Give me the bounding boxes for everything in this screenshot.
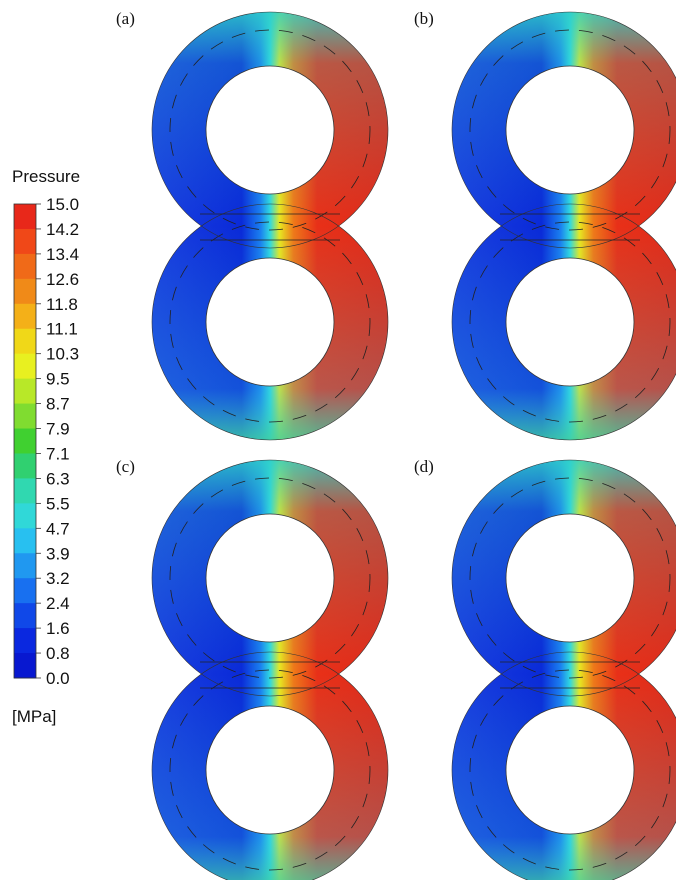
colorbar: 15.0 14.2 13.4 12.6 11.8 11.1 10.3 9.5 8.7 7.9 7.1… [14, 195, 79, 688]
contour-d [452, 460, 676, 880]
colorbar-tick-label: 10.3 [46, 345, 79, 364]
colorbar-tick-label: 14.2 [46, 220, 79, 239]
colorbar-tick-label: 3.9 [46, 544, 70, 563]
colorbar-segment [14, 553, 36, 578]
panel-label: (c) [116, 457, 135, 476]
colorbar-tick-label: 8.7 [46, 395, 70, 414]
colorbar-segment [14, 528, 36, 553]
colorbar-tick-label: 3.2 [46, 569, 70, 588]
colorbar-segment [14, 204, 36, 229]
colorbar-segment [14, 404, 36, 429]
colorbar-tick-label: 11.8 [46, 295, 78, 314]
colorbar-segment [14, 379, 36, 404]
colorbar-segment [14, 354, 36, 379]
colorbar-tick-label: 9.5 [46, 370, 70, 389]
colorbar-tick-label: 7.9 [46, 420, 70, 439]
colorbar-segment [14, 453, 36, 478]
panel-label: (a) [116, 9, 135, 28]
colorbar-segment [14, 628, 36, 653]
colorbar-title: Pressure [12, 167, 80, 186]
colorbar-segment [14, 503, 36, 528]
colorbar-tick-label: 6.3 [46, 469, 70, 488]
colorbar-tick-label: 1.6 [46, 619, 70, 638]
colorbar-segment [14, 653, 36, 678]
colorbar-tick-label: 0.0 [46, 669, 70, 688]
panel-label: (d) [414, 457, 434, 476]
colorbar-tick-label: 11.1 [46, 320, 78, 339]
contour-c [152, 460, 388, 880]
colorbar-segment [14, 478, 36, 503]
colorbar-segment [14, 578, 36, 603]
colorbar-tick-label: 12.6 [46, 270, 79, 289]
colorbar-unit: [MPa] [12, 707, 56, 726]
colorbar-segment [14, 329, 36, 354]
colorbar-tick-label: 15.0 [46, 195, 79, 214]
colorbar-tick-label: 13.4 [46, 245, 79, 264]
colorbar-segment [14, 279, 36, 304]
colorbar-tick-label: 4.7 [46, 519, 70, 538]
panel-label: (b) [414, 9, 434, 28]
contour-b [452, 12, 676, 440]
colorbar-tick-label: 5.5 [46, 494, 70, 513]
colorbar-segment [14, 429, 36, 454]
colorbar-tick-label: 0.8 [46, 644, 70, 663]
colorbar-segment [14, 304, 36, 329]
colorbar-tick-label: 7.1 [46, 444, 70, 463]
colorbar-segment [14, 254, 36, 279]
contour-a [152, 12, 388, 440]
figure: (a) (b) (c) (d) Pressure 15.0 14.2 13.4 12.… [0, 0, 676, 880]
colorbar-tick-label: 2.4 [46, 594, 70, 613]
colorbar-segment [14, 229, 36, 254]
colorbar-segment [14, 603, 36, 628]
